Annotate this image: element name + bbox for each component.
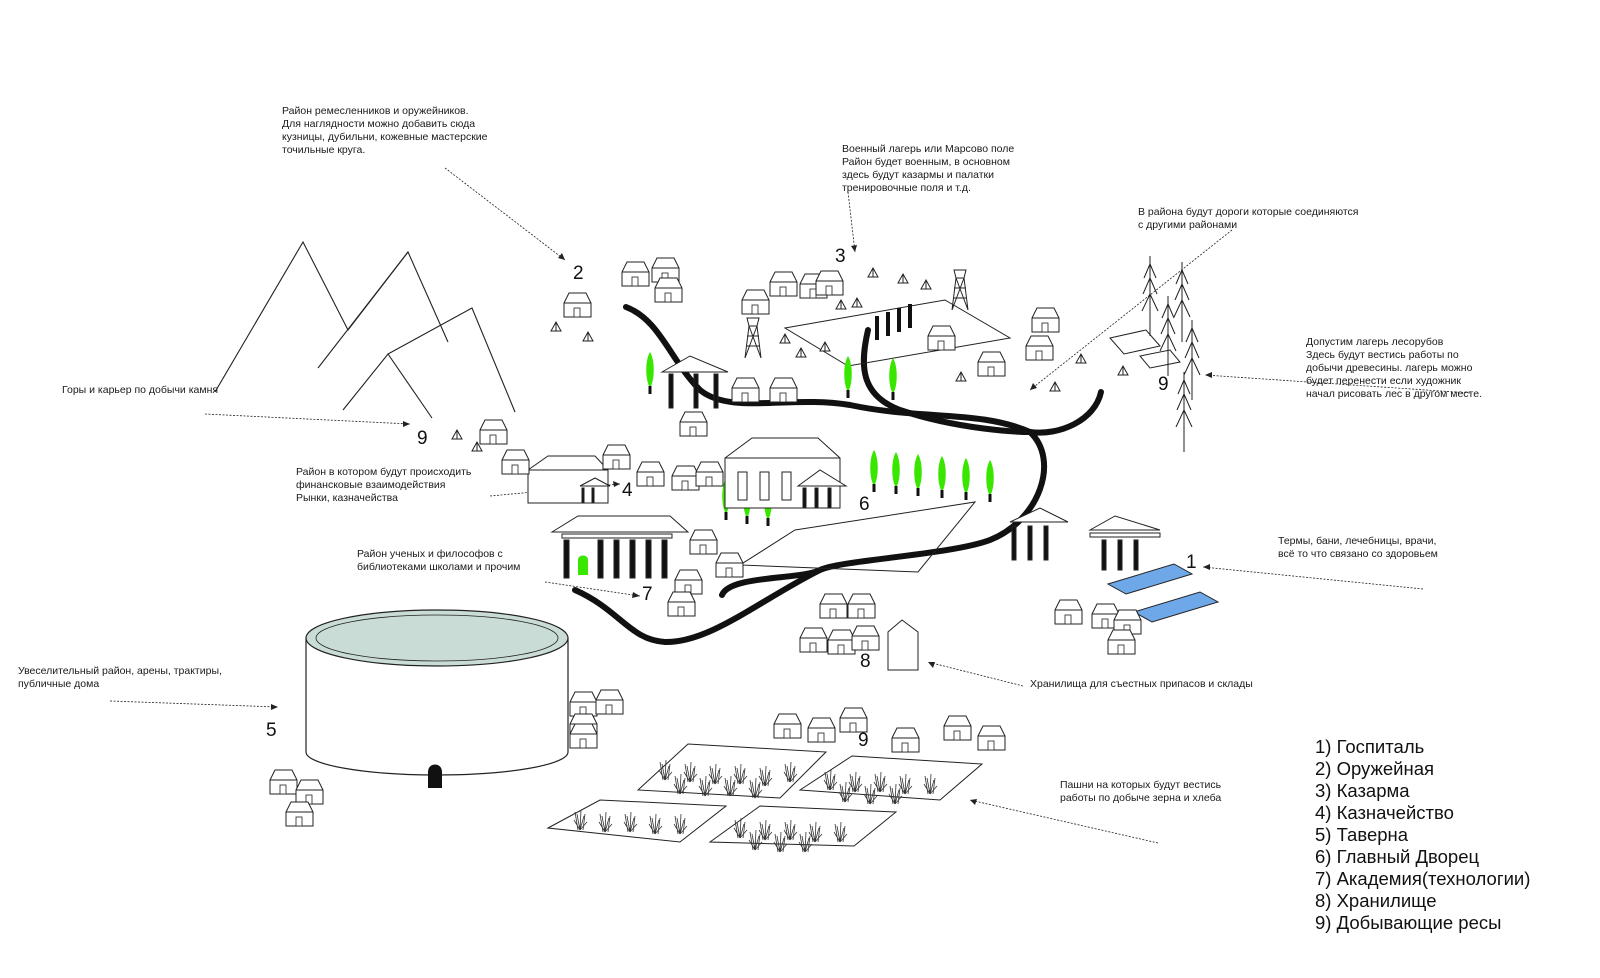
craftsmen-buildings [550,257,683,342]
note-finance: Район в котором будут происходить финанс… [296,466,472,504]
marker-9-quarry: 9 [417,428,428,449]
marker-9-fields: 9 [858,730,869,751]
legend-item-storage: 8) Хранилище [1315,890,1437,911]
note-military: Военный лагерь или Марсово поле Район бу… [842,143,1015,194]
storage-buildings [799,593,919,671]
pointer-lines [109,167,1471,844]
treasury-buildings [527,455,611,504]
note-baths: Термы, бани, лечебницы, врачи, всё то чт… [1278,535,1438,560]
legend-item-resources: 9) Добывающие ресы [1315,912,1502,933]
legend-item-palace: 6) Главный Дворец [1315,846,1480,867]
main-palace [724,437,977,573]
marker-7: 7 [642,584,653,605]
legend-item-hospital: 1) Госпиталь [1315,736,1425,757]
note-mountains: Горы и карьер по добычи камня [62,384,219,396]
marker-9-lumber: 9 [1158,374,1169,395]
academy [550,515,690,579]
legend-item-academy: 7) Академия(технологии) [1315,868,1531,889]
note-storage: Хранилища для съестных припасов и склады [1030,678,1253,690]
mountains [214,240,516,419]
grain-plants [573,759,938,853]
marker-8: 8 [860,651,871,672]
note-lumber: Допустим лагерь лесорубов Здесь будут ве… [1306,336,1482,400]
legend-item-tavern: 5) Таверна [1315,824,1409,845]
legend-item-armory: 2) Оружейная [1315,758,1435,779]
farm-fields [546,743,984,847]
marker-4: 4 [622,480,633,501]
marker-5: 5 [266,720,277,741]
marker-6: 6 [859,494,870,515]
legend-item-barracks: 3) Казарма [1315,780,1410,801]
note-roads: В района будут дороги которые соединяютс… [1138,206,1359,231]
note-entertainment: Увеселительный район, арены, трактиры, п… [18,665,222,690]
military-camp [741,267,1012,367]
arena [305,609,569,788]
marker-1: 1 [1186,552,1197,573]
legend-item-treasury: 4) Казначейство [1315,802,1454,823]
note-craftsmen: Район ремесленников и оружейников. Для н… [282,105,488,156]
marker-3: 3 [835,246,846,267]
note-scholars: Район ученых и философов с библиотеками … [357,548,521,573]
marker-2: 2 [573,263,584,284]
gate-pavilion [660,355,729,409]
arrowheads [271,245,1212,805]
legend: 1) Госпиталь 2) Оружейная 3) Казарма 4) … [1315,736,1530,934]
note-fields: Пашни на которых будут вестись работы по… [1060,779,1222,804]
lumber-camp [955,255,1201,453]
baths [1009,507,1220,623]
